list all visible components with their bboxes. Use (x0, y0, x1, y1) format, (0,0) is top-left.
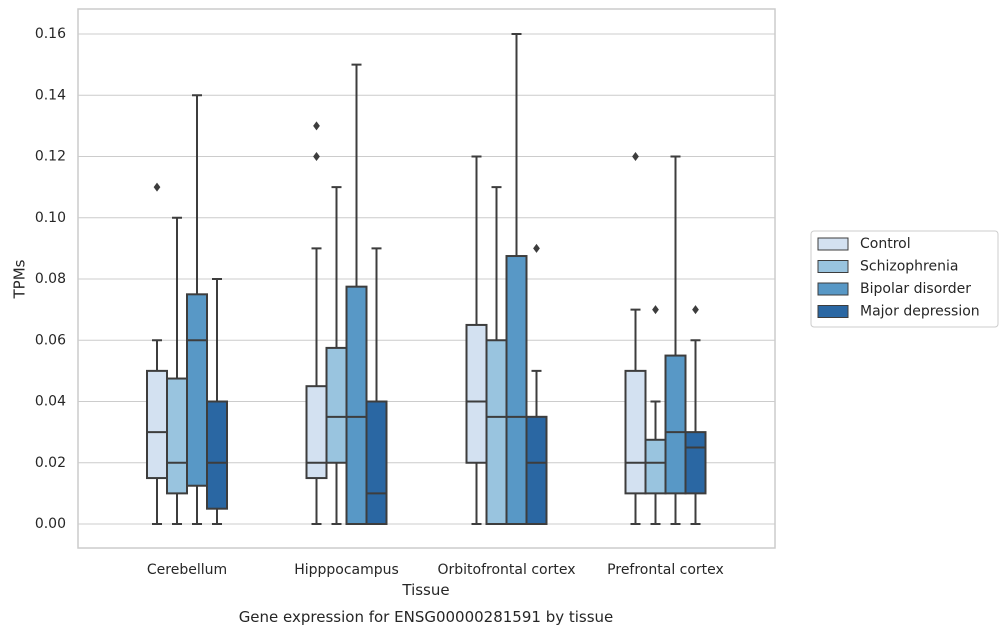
box-iqr (644, 438, 667, 495)
outlier-point (692, 305, 699, 315)
box-schizophrenia (325, 186, 348, 525)
y-tick-label: 0.00 (35, 516, 66, 532)
box-major-depression (684, 305, 707, 525)
y-axis-ticks: 0.00 0.02 0.04 0.06 0.08 0.10 0.12 0.14 0.16 (35, 26, 66, 532)
legend-label: Major depression (860, 304, 980, 320)
y-tick-label: 0.10 (35, 210, 66, 226)
x-axis-label: Tissue (401, 581, 449, 599)
plot-area (146, 33, 707, 525)
box-iqr (465, 323, 488, 464)
box-iqr (146, 369, 168, 480)
y-tick-label: 0.12 (35, 149, 66, 165)
box-major-depression (525, 243, 548, 525)
y-tick-label: 0.06 (35, 332, 66, 348)
legend-swatch (817, 282, 849, 296)
box-control (146, 182, 168, 525)
legend-label: Bipolar disorder (860, 281, 971, 297)
plot-frame (77, 8, 776, 549)
box-bipolar-disorder (505, 33, 528, 525)
legend-frame (810, 230, 999, 328)
x-tick-label: Hipppocampus (294, 562, 399, 578)
legend-label: Control (860, 236, 911, 252)
box-iqr (186, 293, 208, 487)
box-iqr (664, 354, 687, 495)
y-tick-label: 0.14 (35, 87, 66, 103)
box-iqr (365, 400, 388, 525)
legend-swatch (817, 237, 849, 251)
legend: Control Schizophrenia Bipolar disorder Majo… (810, 230, 999, 328)
box-control (465, 155, 488, 525)
outlier-point (652, 305, 659, 315)
box-iqr (206, 400, 228, 510)
y-tick-label: 0.04 (35, 394, 66, 410)
y-axis-label: TPMs (11, 259, 29, 299)
y-tick-label: 0.08 (35, 271, 66, 287)
box-schizophrenia (485, 186, 508, 525)
box-bipolar-disorder (345, 63, 368, 525)
outlier-point (153, 182, 161, 192)
x-axis-ticks: Cerebellum Hipppocampus Orbitofrontal cort… (147, 562, 724, 578)
box-iqr (525, 415, 548, 525)
box-iqr (624, 369, 647, 495)
box-iqr (325, 346, 348, 464)
x-tick-label: Orbitofrontal cortex (438, 562, 576, 578)
box-iqr (166, 377, 188, 495)
box-bipolar-disorder (186, 94, 208, 525)
box-control (305, 121, 328, 525)
x-tick-label: Prefrontal cortex (607, 562, 724, 578)
legend-swatch (817, 260, 849, 273)
box-iqr (505, 255, 528, 525)
box-iqr (485, 339, 508, 525)
outlier-point (313, 152, 320, 161)
box-major-depression (206, 278, 228, 525)
box-iqr (345, 285, 368, 525)
box-major-depression (365, 247, 388, 525)
y-tick-label: 0.02 (35, 455, 66, 471)
box-iqr (684, 431, 707, 495)
box-iqr (305, 385, 328, 480)
legend-swatch (817, 305, 849, 318)
outlier-point (533, 243, 540, 253)
box-bipolar-disorder (664, 155, 687, 525)
box-schizophrenia (644, 305, 667, 525)
legend-label: Schizophrenia (860, 259, 958, 275)
y-tick-label: 0.16 (35, 26, 66, 42)
box-control (624, 152, 647, 525)
outlier-point (632, 152, 639, 161)
chart-caption: Gene expression for ENSG00000281591 by t… (239, 608, 614, 626)
x-tick-label: Cerebellum (147, 562, 227, 578)
box-schizophrenia (166, 216, 188, 525)
outlier-point (313, 121, 320, 131)
